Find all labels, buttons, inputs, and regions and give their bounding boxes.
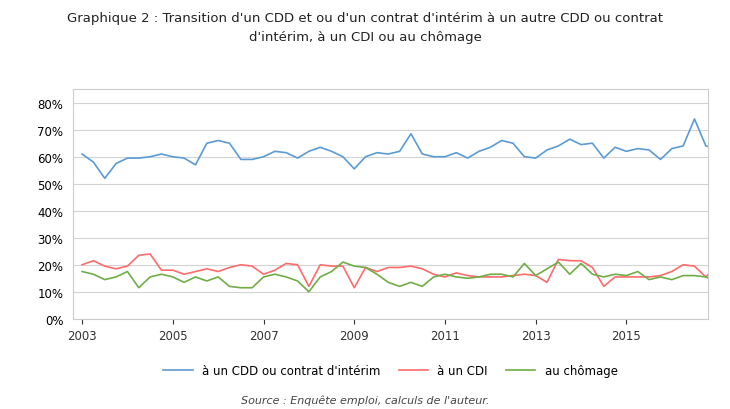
à un CDI	[645, 275, 653, 280]
à un CDD ou contrat d'intérim	[690, 117, 699, 122]
à un CDD ou contrat d'intérim	[702, 144, 710, 149]
Legend: à un CDD ou contrat d'intérim, à un CDI, au chômage: à un CDD ou contrat d'intérim, à un CDI,…	[158, 360, 623, 382]
à un CDI	[702, 275, 710, 280]
à un CDD ou contrat d'intérim	[724, 132, 730, 137]
au chômage	[577, 261, 585, 266]
au chômage	[304, 290, 313, 294]
au chômage	[225, 284, 234, 289]
au chômage	[237, 285, 245, 290]
Line: à un CDD ou contrat d'intérim: à un CDD ou contrat d'intérim	[82, 119, 729, 179]
à un CDI	[77, 263, 86, 267]
à un CDD ou contrat d'intérim	[634, 147, 642, 152]
à un CDI	[146, 252, 155, 257]
au chômage	[724, 281, 730, 286]
au chômage	[77, 270, 86, 274]
Line: à un CDI: à un CDI	[82, 254, 729, 288]
à un CDD ou contrat d'intérim	[520, 155, 529, 160]
à un CDI	[577, 258, 585, 263]
Text: Source : Enquête emploi, calculs de l'auteur.: Source : Enquête emploi, calculs de l'au…	[241, 394, 489, 405]
Line: au chômage: au chômage	[82, 263, 729, 292]
à un CDI	[724, 267, 730, 272]
au chômage	[645, 277, 653, 282]
à un CDI	[350, 285, 358, 290]
au chômage	[531, 274, 540, 279]
à un CDD ou contrat d'intérim	[565, 137, 574, 142]
à un CDD ou contrat d'intérim	[77, 152, 86, 157]
à un CDI	[247, 264, 256, 269]
au chômage	[339, 260, 347, 265]
à un CDD ou contrat d'intérim	[237, 157, 245, 162]
à un CDD ou contrat d'intérim	[101, 176, 110, 181]
à un CDI	[237, 263, 245, 267]
au chômage	[702, 275, 710, 280]
à un CDD ou contrat d'intérim	[247, 157, 256, 162]
à un CDI	[531, 274, 540, 279]
Text: Graphique 2 : Transition d'un CDD et ou d'un contrat d'intérim à un autre CDD ou: Graphique 2 : Transition d'un CDD et ou …	[67, 12, 663, 44]
